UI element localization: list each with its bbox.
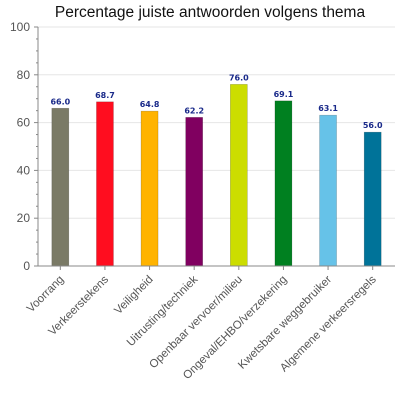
- grid-lines: [38, 26, 395, 219]
- axes: [34, 26, 395, 270]
- data-label: 64.8: [140, 100, 160, 109]
- x-tick-label: Veiligheid: [112, 274, 155, 317]
- y-tick-label: 80: [17, 68, 31, 82]
- y-tick-label: 20: [17, 211, 31, 225]
- y-tick-label: 100: [10, 20, 30, 34]
- data-label: 63.1: [318, 104, 338, 113]
- bar: [51, 107, 70, 267]
- bar: [185, 117, 203, 267]
- data-label: 69.1: [274, 90, 294, 99]
- data-label: 62.2: [184, 106, 204, 115]
- y-tick-label: 0: [23, 259, 30, 273]
- data-labels: 66.0 68.7 64.8 62.2 76.0 69.1 63.1 56.0: [50, 73, 383, 130]
- x-tick-label: Algemene verkeersregels: [278, 273, 379, 374]
- bar: [363, 131, 382, 267]
- x-tick-label: Kwetsbare weggebruiker: [236, 274, 334, 372]
- chart-title: Percentage juiste antwoorden volgens the…: [55, 4, 366, 21]
- bar: [96, 101, 114, 267]
- y-tick-label: 60: [17, 116, 31, 130]
- x-tick-label: Openbaar vervoer/milieu: [147, 274, 245, 372]
- data-label: 76.0: [229, 73, 249, 82]
- y-tick-labels: 0 20 40 60 80 100: [10, 20, 30, 273]
- bar: [319, 114, 337, 267]
- bar: [230, 84, 248, 267]
- x-tick-label: Voorrang: [25, 274, 66, 315]
- bar: [274, 100, 293, 267]
- data-label: 66.0: [50, 97, 70, 106]
- data-label: 68.7: [95, 91, 115, 100]
- bar: [140, 110, 159, 267]
- data-label: 56.0: [363, 121, 383, 130]
- y-tick-label: 40: [17, 163, 31, 177]
